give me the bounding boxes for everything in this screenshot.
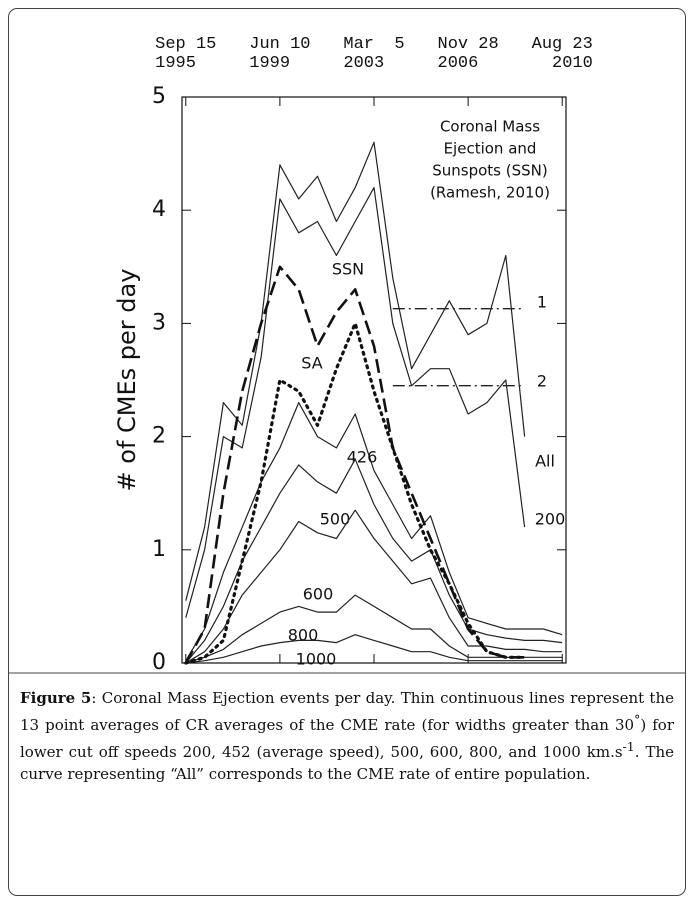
series-label: SA [301,354,322,373]
series-label: 426 [347,448,378,467]
x-tick-label: Sep 15 1995 [155,35,217,73]
y-tick-label: 4 [152,197,166,222]
series-label: SSN [332,260,364,279]
caption-sup: -1 [622,739,635,754]
x-tick-label: Mar 5 2003 [343,35,405,73]
series-line [185,402,563,662]
y-tick-label: 0 [152,650,166,675]
caption: Figure 5: Coronal Mass Ejection events p… [20,687,674,785]
caption-text: ) for lower cut off speeds 200, 452 (ave… [20,716,674,761]
y-tick-label: 3 [152,310,166,335]
caption-text: : Coronal Mass Ejection events per day. … [20,689,674,734]
series-line [185,594,563,664]
caption-sup: ° [634,712,641,727]
annotation: Sunspots (SSN) [432,162,547,180]
series-line [185,509,563,664]
series-line [184,321,527,665]
series-line [185,458,563,664]
annotation: Coronal Mass [440,118,540,136]
series-line [185,187,526,618]
annotation: Ejection and [444,140,537,158]
caption-text: . The curve representing “All” correspon… [20,743,674,783]
x-tick-label: Nov 28 2006 [437,35,499,73]
figure-card [8,8,686,896]
series-label: All [535,452,555,471]
y-tick-label: 5 [152,84,166,109]
series-label: 800 [288,626,319,645]
series-label: 2 [537,372,547,391]
x-tick-label: Jun 10 1999 [249,35,311,73]
series-label: 600 [303,585,334,604]
y-tick-label: 2 [152,424,166,449]
y-axis-label: # of CMEs per day [113,269,141,492]
series-label: 500 [320,510,351,529]
series-label: 1000 [296,650,337,669]
series-line [184,265,525,664]
y-tick-label: 1 [152,537,166,562]
annotation: (Ramesh, 2010) [430,184,550,202]
series-label: 200 [535,510,566,529]
series-label: 1 [537,293,547,312]
caption-label: Figure 5 [20,689,92,707]
series-line [185,634,563,664]
series-line [185,141,526,601]
plot-frame [181,96,567,664]
x-tick-label: Aug 23 2010 [531,35,593,73]
